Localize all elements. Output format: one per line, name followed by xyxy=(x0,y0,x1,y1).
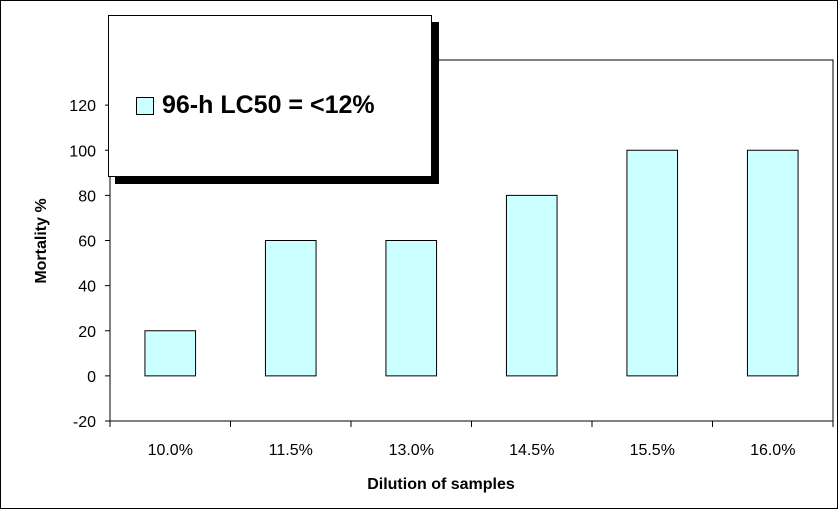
y-tick-label-1: 0 xyxy=(87,369,96,386)
bar-series xyxy=(144,149,799,377)
legend-label: 96-h LC50 = <12% xyxy=(162,91,375,119)
y-tick-label-4: 60 xyxy=(78,234,96,251)
y-tick-label-5: 80 xyxy=(78,188,96,205)
x-tick-label-0: 10.0% xyxy=(148,442,193,459)
legend: 96-h LC50 = <12% xyxy=(108,15,432,177)
x-axis: 10.0% 11.5% 13.0% 14.5% 15.5% 16.0% xyxy=(109,420,834,459)
y-tick-label-6: 100 xyxy=(69,143,96,160)
bar-0 xyxy=(144,330,197,377)
x-tick-label-2: 13.0% xyxy=(389,442,434,459)
legend-swatch xyxy=(136,97,154,115)
x-tick-label-1: 11.5% xyxy=(269,442,313,459)
y-tick-label-3: 40 xyxy=(78,279,96,296)
x-tick-label-4: 15.5% xyxy=(630,442,675,459)
x-axis-title: Dilution of samples xyxy=(367,476,515,493)
y-tick-label-0: -20 xyxy=(73,414,96,431)
y-tick-label-2: 20 xyxy=(78,324,96,341)
bar-3 xyxy=(505,194,558,377)
y-tick-label-7: 120 xyxy=(69,98,96,115)
bar-4 xyxy=(626,149,679,377)
y-axis-title: Mortality % xyxy=(33,198,50,283)
bar-5 xyxy=(746,149,799,377)
bar-2 xyxy=(385,240,438,377)
x-tick-label-3: 14.5% xyxy=(509,442,554,459)
bar-1 xyxy=(264,240,317,377)
y-axis: -20 0 20 40 60 80 100 120 xyxy=(69,60,111,431)
x-tick-label-5: 16.0% xyxy=(750,442,795,459)
